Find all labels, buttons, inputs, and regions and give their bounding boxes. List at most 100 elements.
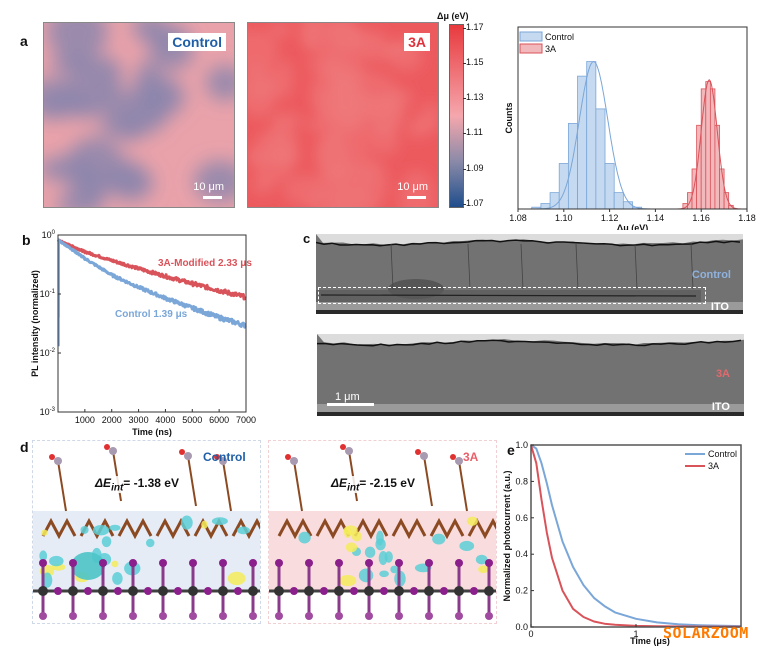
iodine-atom <box>189 612 197 620</box>
map-domain <box>248 29 279 74</box>
molecule-chain <box>57 460 67 512</box>
histogram-frame <box>517 26 748 210</box>
colorbar-tick <box>463 133 466 135</box>
iodine-atom <box>455 612 463 620</box>
iodine-atom <box>204 587 212 595</box>
molecule-ring <box>231 517 260 540</box>
lead-atom <box>484 586 494 596</box>
dft-control-energy-symbol: ΔE <box>95 476 112 490</box>
iodine-atom <box>159 559 167 567</box>
phosphorus-atom <box>54 457 62 465</box>
histogram-bar <box>549 192 560 210</box>
colorbar-tick-label: 1.15 <box>466 57 484 68</box>
trpl-frame <box>57 234 247 413</box>
charge-density-isosurface <box>459 540 475 552</box>
oxygen-atom <box>214 454 220 460</box>
lead-atom <box>98 586 108 596</box>
colorbar-tick-label: 1.07 <box>466 197 484 208</box>
grain-boundary <box>690 243 694 290</box>
iodine-atom <box>129 612 137 620</box>
trpl-y-tick-label: 10-1 <box>40 289 56 299</box>
map-domains <box>44 23 234 207</box>
iodine-atom <box>275 559 283 567</box>
iodine-atom <box>219 612 227 620</box>
iodine-atom <box>485 612 493 620</box>
tpc-x-tick-label: 1 <box>633 629 638 639</box>
map-control-scale-bar <box>203 196 222 199</box>
phosphorus-atom <box>345 447 353 455</box>
map-3a-scale-text: 10 μm <box>397 181 428 193</box>
trpl-y-tick-label: 10-2 <box>40 348 56 358</box>
iodine-atom <box>305 612 313 620</box>
lead-atom <box>188 586 198 596</box>
dft-control-render <box>33 441 260 623</box>
histogram-bar <box>613 192 624 210</box>
charge-density-isosurface <box>339 574 357 587</box>
molecule-ring <box>277 517 313 540</box>
charge-density-isosurface <box>237 526 250 535</box>
dft-3a-energy-symbol: ΔE <box>331 476 348 490</box>
molecule-ring <box>391 517 427 540</box>
molecule-ring <box>353 517 389 540</box>
molecule-chain <box>187 455 197 507</box>
watermark: SOLARZOOM <box>663 624 749 642</box>
map-3a-scale-bar <box>407 196 426 199</box>
molecule-chain <box>423 455 433 507</box>
tpc-y-tick-label: 0.4 <box>515 549 528 559</box>
iodine-atom <box>335 559 343 567</box>
tpc-legend-label: 3A <box>708 461 719 471</box>
trpl-x-tick-label: 3000 <box>129 415 149 425</box>
phosphorus-atom <box>455 457 463 465</box>
map-domain <box>143 76 168 132</box>
map-domain <box>388 86 413 112</box>
iodine-atom <box>99 559 107 567</box>
molecule-ring <box>41 517 77 540</box>
sem-control-label: Control <box>691 269 731 281</box>
colorbar-tick-label: 1.17 <box>466 22 484 32</box>
iodine-atom <box>410 587 418 595</box>
grain-boundary <box>520 243 524 290</box>
iodine-atom <box>290 587 298 595</box>
molecule-ring <box>429 517 465 540</box>
grain-boundary <box>634 243 638 290</box>
charge-density-isosurface <box>42 572 53 588</box>
iodine-atom <box>39 612 47 620</box>
colorbar-tick <box>463 203 466 205</box>
iodine-atom <box>69 612 77 620</box>
map-domain <box>268 23 292 39</box>
tpc-curve-3a <box>530 444 742 628</box>
grain-boundary <box>575 243 579 290</box>
iodine-atom <box>114 587 122 595</box>
sem-3a-texture <box>317 334 744 416</box>
lead-atom <box>68 586 78 596</box>
histogram-bar <box>719 168 725 210</box>
iodine-atom <box>305 559 313 567</box>
map-domain <box>205 64 234 101</box>
grain-boundary <box>390 243 394 290</box>
interface-line <box>317 339 742 347</box>
lead-atom <box>334 586 344 596</box>
colorbar-tick-label: 1.13 <box>466 92 484 103</box>
map-domain <box>193 160 234 203</box>
iodine-atom <box>365 612 373 620</box>
iodine-atom <box>159 612 167 620</box>
iodine-atom <box>189 559 197 567</box>
trpl-y-tick-label: 100 <box>42 230 56 240</box>
trpl-x-label: Time (ns) <box>132 427 172 437</box>
tpc-x-label: Time (μs) <box>630 636 670 646</box>
histogram-legend-swatch <box>519 43 543 54</box>
ito-layer <box>317 404 744 412</box>
histogram-bar <box>714 124 720 210</box>
map-domain <box>406 116 430 139</box>
charge-density-isosurface <box>478 565 489 574</box>
phosphorus-atom <box>420 452 428 460</box>
trpl-x-tick-label: 1000 <box>75 415 95 425</box>
molecule-ring <box>467 517 496 540</box>
molecule-ring <box>193 517 229 540</box>
dft-3a-energy-sub: int <box>347 482 360 494</box>
molecule-ring <box>79 517 115 540</box>
dft-control-energy-sub: int <box>111 482 124 494</box>
charge-density-isosurface <box>384 551 393 563</box>
lead-atom <box>454 586 464 596</box>
tpc-curve-control <box>530 444 742 628</box>
